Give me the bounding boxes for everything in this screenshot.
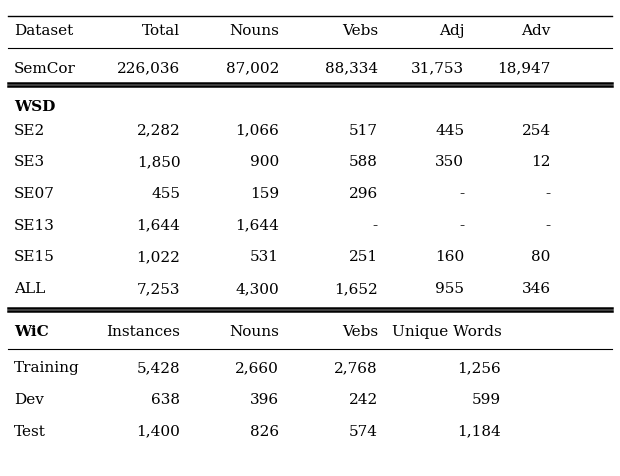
Text: 1,256: 1,256	[458, 361, 502, 375]
Text: Vebs: Vebs	[342, 24, 378, 39]
Text: Dev: Dev	[14, 393, 43, 407]
Text: 346: 346	[521, 282, 551, 296]
Text: Adv: Adv	[521, 24, 551, 39]
Text: 1,850: 1,850	[137, 155, 180, 169]
Text: 254: 254	[521, 123, 551, 138]
Text: 900: 900	[250, 155, 279, 169]
Text: 455: 455	[151, 187, 180, 201]
Text: -: -	[546, 218, 551, 233]
Text: 1,184: 1,184	[458, 425, 502, 439]
Text: SE07: SE07	[14, 187, 55, 201]
Text: 638: 638	[151, 393, 180, 407]
Text: 826: 826	[250, 425, 279, 439]
Text: 80: 80	[531, 250, 551, 264]
Text: 226,036: 226,036	[117, 62, 180, 76]
Text: Total: Total	[142, 24, 180, 39]
Text: 517: 517	[349, 123, 378, 138]
Text: Nouns: Nouns	[229, 24, 279, 39]
Text: 396: 396	[250, 393, 279, 407]
Text: 588: 588	[349, 155, 378, 169]
Text: 251: 251	[349, 250, 378, 264]
Text: SE3: SE3	[14, 155, 45, 169]
Text: 599: 599	[472, 393, 502, 407]
Text: Training: Training	[14, 361, 79, 375]
Text: 350: 350	[435, 155, 464, 169]
Text: 159: 159	[250, 187, 279, 201]
Text: 2,660: 2,660	[235, 361, 279, 375]
Text: ALL: ALL	[14, 282, 45, 296]
Text: SE13: SE13	[14, 218, 55, 233]
Text: 5,428: 5,428	[137, 361, 180, 375]
Text: WSD: WSD	[14, 100, 55, 114]
Text: 531: 531	[250, 250, 279, 264]
Text: -: -	[546, 187, 551, 201]
Text: 1,644: 1,644	[235, 218, 279, 233]
Text: -: -	[373, 218, 378, 233]
Text: 1,400: 1,400	[136, 425, 180, 439]
Text: Vebs: Vebs	[342, 325, 378, 339]
Text: SE2: SE2	[14, 123, 45, 138]
Text: 160: 160	[435, 250, 464, 264]
Text: 87,002: 87,002	[226, 62, 279, 76]
Text: 242: 242	[348, 393, 378, 407]
Text: 1,022: 1,022	[136, 250, 180, 264]
Text: Nouns: Nouns	[229, 325, 279, 339]
Text: 1,652: 1,652	[334, 282, 378, 296]
Text: 2,768: 2,768	[334, 361, 378, 375]
Text: SemCor: SemCor	[14, 62, 76, 76]
Text: 574: 574	[349, 425, 378, 439]
Text: 445: 445	[435, 123, 464, 138]
Text: -: -	[459, 187, 464, 201]
Text: -: -	[459, 218, 464, 233]
Text: Instances: Instances	[107, 325, 180, 339]
Text: Test: Test	[14, 425, 46, 439]
Text: Dataset: Dataset	[14, 24, 73, 39]
Text: 2,282: 2,282	[136, 123, 180, 138]
Text: 1,066: 1,066	[235, 123, 279, 138]
Text: WiC: WiC	[14, 325, 48, 339]
Text: 18,947: 18,947	[497, 62, 551, 76]
Text: Adj: Adj	[439, 24, 464, 39]
Text: 4,300: 4,300	[236, 282, 279, 296]
Text: 1,644: 1,644	[136, 218, 180, 233]
Text: 31,753: 31,753	[411, 62, 464, 76]
Text: 88,334: 88,334	[325, 62, 378, 76]
Text: Unique Words: Unique Words	[392, 325, 502, 339]
Text: 7,253: 7,253	[137, 282, 180, 296]
Text: 12: 12	[531, 155, 551, 169]
Text: SE15: SE15	[14, 250, 55, 264]
Text: 296: 296	[348, 187, 378, 201]
Text: 955: 955	[435, 282, 464, 296]
